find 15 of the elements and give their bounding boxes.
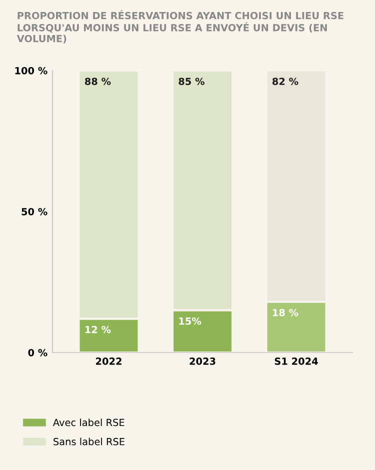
data-label: 85 % (178, 78, 204, 86)
data-label: 12 % (85, 326, 111, 334)
x-tick-label: S1 2024 (274, 358, 318, 365)
x-tick-label: 2023 (190, 358, 216, 365)
data-label: 18 % (272, 308, 298, 316)
legend-label: Avec label RSE (52, 418, 124, 426)
chart-title: PROPORTION DE RÉSERVATIONS AYANT CHOISI UN LIEU RSE LORSQU'AU MOINS UN LIEU RSE A ENVOYÉ UN DEVIS (EN VOLUME) (16, 10, 344, 44)
data-label: 15% (179, 317, 202, 325)
y-tick-label: 100 % (15, 66, 48, 74)
x-tick-label: 2022 (96, 358, 122, 365)
legend-label: Sans label RSE (54, 438, 124, 446)
y-tick-label: 0 % (28, 348, 48, 356)
data-label: 82 % (272, 78, 298, 86)
y-tick-label: 50 % (22, 208, 48, 216)
data-label: 88 % (84, 78, 111, 86)
